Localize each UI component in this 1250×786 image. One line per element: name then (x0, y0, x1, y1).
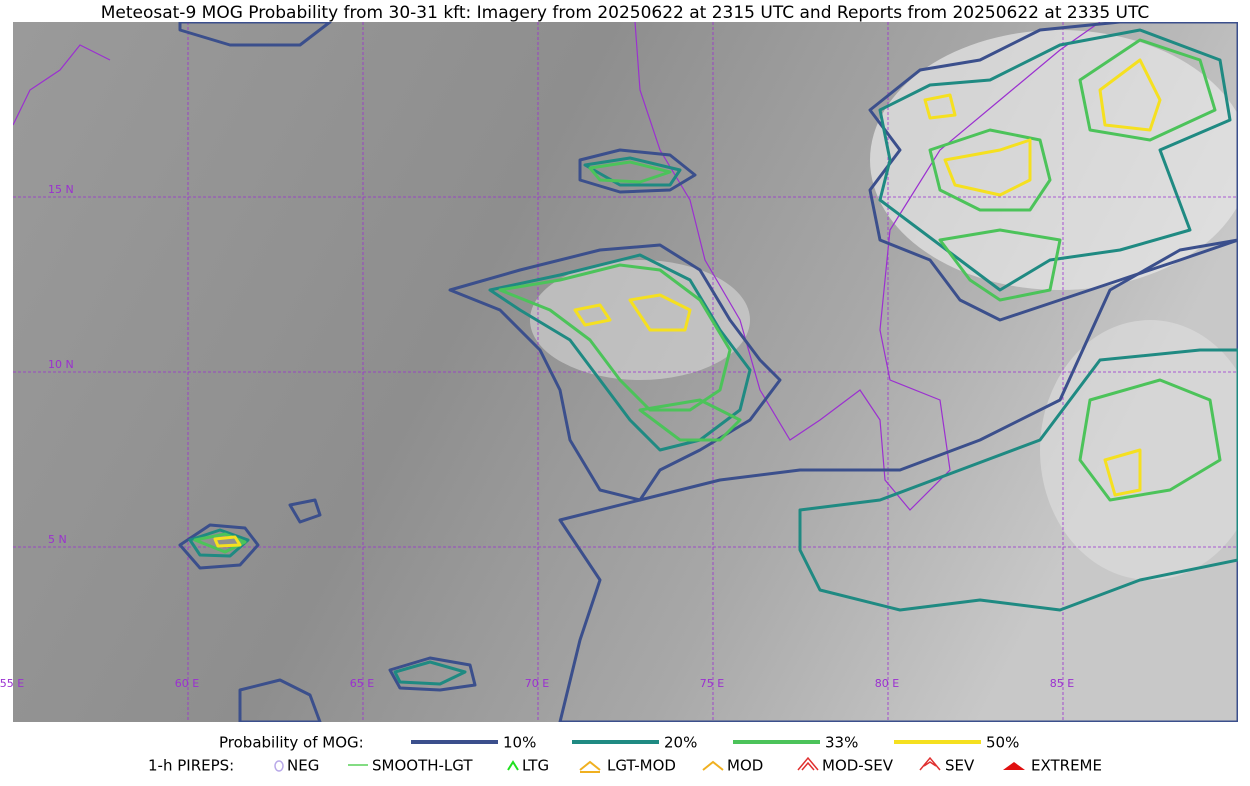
legend-label: SEV (945, 757, 975, 775)
pirep-icon (1003, 762, 1025, 770)
legend-label: 20% (664, 734, 697, 752)
contour (878, 28, 1232, 292)
pirep-icon (919, 756, 941, 771)
legend-label: EXTREME (1031, 757, 1102, 775)
legend: 10% 20% 33% 50% (411, 734, 1019, 752)
contour (578, 148, 697, 194)
contour (938, 228, 1062, 302)
contour (638, 398, 742, 442)
pirep-icon (507, 760, 519, 771)
title: Meteosat-9 MOG Probability from 30-31 kf… (101, 3, 1150, 23)
contour (188, 528, 250, 558)
lon-label: 70 E (525, 677, 549, 690)
contour (798, 348, 1238, 612)
contour (238, 678, 322, 722)
lat-label: 5 N (48, 533, 67, 546)
legend-label: MOD-SEV (822, 757, 894, 775)
pirep-icon (274, 760, 284, 772)
lon-label: 80 E (875, 677, 899, 690)
contour (213, 535, 242, 548)
lon-label: 65 E (350, 677, 374, 690)
lat-label: 10 N (48, 358, 74, 371)
contour (868, 22, 1238, 322)
grid-labels: 15 N 10 N 5 N 55 E 60 E 65 E 70 E 75 E 80 E 85 E (0, 183, 1074, 690)
contour (588, 160, 672, 184)
legend-label: 50% (986, 734, 1019, 752)
contour (393, 660, 467, 686)
contour (928, 128, 1052, 212)
pirep-icon (702, 760, 724, 771)
legend-title: Probability of MOG: (219, 734, 364, 752)
contour (288, 498, 322, 524)
pirep-icon (797, 756, 819, 771)
pirep-icon (579, 760, 601, 773)
contour (388, 656, 477, 692)
contour (573, 303, 612, 327)
cloud (870, 30, 1238, 290)
lon-label: 55 E (0, 677, 24, 690)
legend-label: LTG (522, 757, 549, 775)
contour (558, 238, 1238, 722)
lon-label: 85 E (1050, 677, 1074, 690)
contour (1098, 58, 1162, 132)
contour (923, 93, 957, 120)
coastline (13, 44, 111, 126)
legend-label: MOD (727, 757, 763, 775)
lon-label: 75 E (700, 677, 724, 690)
contour (178, 523, 260, 570)
map (13, 22, 1238, 722)
legend-label: SMOOTH-LGT (372, 757, 473, 775)
legend-title: 1-h PIREPS: (148, 757, 234, 775)
contour (1078, 378, 1222, 502)
contour (943, 138, 1032, 197)
lon-label: 60 E (175, 677, 199, 690)
legend-label: LGT-MOD (607, 757, 676, 775)
lat-label: 15 N (48, 183, 74, 196)
coastline (634, 22, 1101, 511)
legend-label: 33% (825, 734, 858, 752)
contour (488, 253, 752, 452)
contour (498, 263, 732, 412)
legend: NEG SMOOTH-LGT LTG LGT-MOD MOD MOD-SEV SEV EXTR… (274, 756, 1102, 775)
contour (628, 293, 692, 332)
contour (1078, 38, 1217, 142)
contour (1103, 448, 1142, 497)
legend-label: 10% (503, 734, 536, 752)
legend-label: NEG (287, 757, 319, 775)
contour (193, 532, 247, 554)
contour (178, 22, 332, 47)
